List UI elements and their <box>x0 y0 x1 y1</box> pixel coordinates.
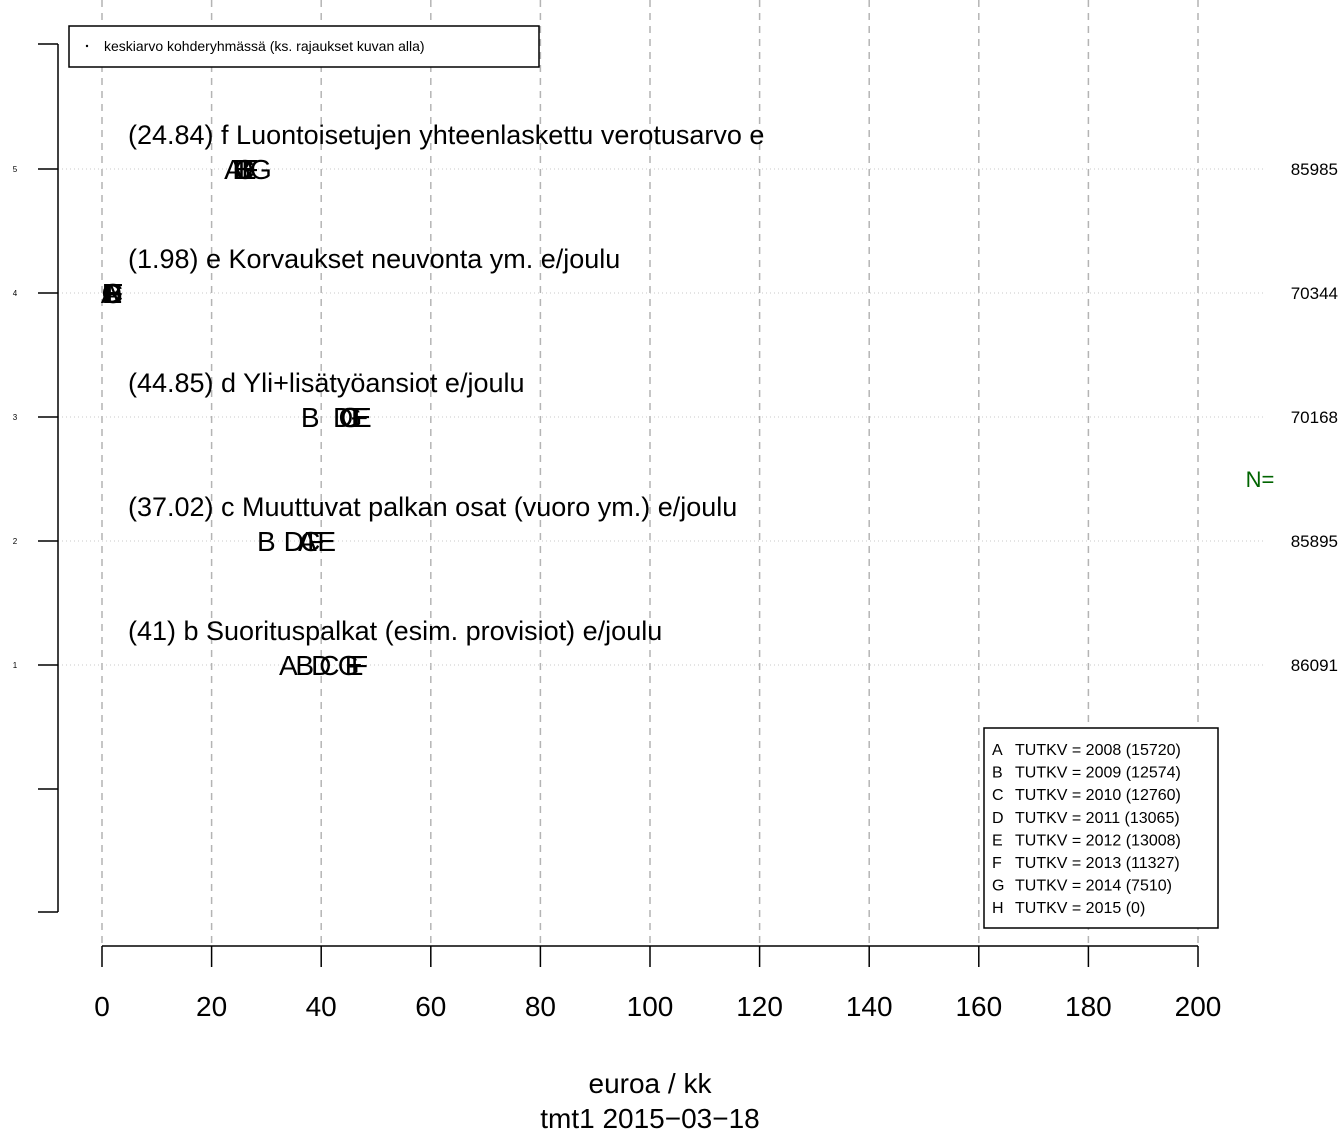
n-value-2: 70168 <box>1291 408 1338 427</box>
point-G: G <box>338 650 360 681</box>
x-axis: 0 20 40 60 80 100 120 140 160 180 200 <box>94 945 1222 1022</box>
point-F: F <box>351 402 368 433</box>
row-labels: (41) b Suorituspalkat (esim. provisiot) … <box>128 120 764 646</box>
n-value-0: 86091 <box>1291 656 1338 675</box>
point-A: A <box>298 526 317 557</box>
point-D: D <box>102 278 122 309</box>
y-tick-label-2: 3 <box>13 413 18 422</box>
point-C: C <box>103 278 123 309</box>
x-tick-label-10: 200 <box>1175 991 1222 1022</box>
point-C: C <box>319 650 339 681</box>
point-D: D <box>311 650 331 681</box>
point-E: E <box>345 650 364 681</box>
x-tick-label-2: 40 <box>306 991 337 1022</box>
x-tick-label-5: 100 <box>627 991 674 1022</box>
legend-key-B: B <box>992 765 1003 782</box>
n-label: N= <box>1246 467 1275 492</box>
top-legend-box <box>68 25 540 68</box>
point-A: A <box>101 278 120 309</box>
point-E: E <box>353 402 372 433</box>
n-value-3: 70344 <box>1291 284 1338 303</box>
x-axis-label: euroa / kk <box>589 1068 713 1099</box>
y-tick-label-3: 4 <box>13 289 18 298</box>
top-legend: keskiarvo kohderyhmässä (ks. rajaukset k… <box>68 25 540 68</box>
point-D: D <box>233 154 253 185</box>
point-E: E <box>238 154 257 185</box>
n-values: 86091 85895 70168 70344 85985 <box>1291 160 1338 675</box>
legend-key-F: F <box>992 855 1002 872</box>
point-E: E <box>317 526 336 557</box>
x-tick-label-4: 80 <box>525 991 556 1022</box>
point-F: F <box>106 278 123 309</box>
row-label-2: (44.85) d Yli+lisätyöansiot e/joulu <box>128 368 525 398</box>
caption: tmt1 2015−03−18 <box>540 1103 760 1134</box>
x-tick-label-0: 0 <box>94 991 110 1022</box>
point-D: D <box>333 402 353 433</box>
legend-text-G: TUTKV = 2014 (7510) <box>1015 878 1172 895</box>
y-tick-label-0: 1 <box>13 661 18 670</box>
point-D: D <box>284 526 304 557</box>
legend-key-H: H <box>992 900 1004 917</box>
legend-text-A: TUTKV = 2008 (15720) <box>1015 742 1181 759</box>
point-G: G <box>102 278 124 309</box>
point-A: A <box>224 154 243 185</box>
legend-text-F: TUTKV = 2013 (11327) <box>1015 855 1180 872</box>
legend-key-A: A <box>992 742 1003 759</box>
y-tick-label-4: 5 <box>13 165 18 174</box>
legend-text-C: TUTKV = 2010 (12760) <box>1015 787 1181 804</box>
point-C: C <box>338 402 358 433</box>
legend-key-G: G <box>992 878 1004 895</box>
y-tick-label-1: 2 <box>13 537 18 546</box>
row-label-4: (24.84) f Luontoisetujen yhteenlaskettu … <box>128 120 764 150</box>
row-label-0: (41) b Suorituspalkat (esim. provisiot) … <box>128 616 662 646</box>
x-tick-label-6: 120 <box>736 991 783 1022</box>
row-label-3: (1.98) e Korvaukset neuvonta ym. e/joulu <box>128 244 620 274</box>
point-F: F <box>351 650 368 681</box>
point-C: C <box>300 526 320 557</box>
y-axis: 1 2 3 4 5 <box>13 43 59 913</box>
point-F: F <box>241 154 258 185</box>
legend-key-C: C <box>992 787 1004 804</box>
legend-text-E: TUTKV = 2012 (13008) <box>1015 832 1181 849</box>
top-legend-text: keskiarvo kohderyhmässä (ks. rajaukset k… <box>104 38 425 54</box>
point-F: F <box>307 526 324 557</box>
legend-text-B: TUTKV = 2009 (12574) <box>1015 765 1181 782</box>
x-tick-label-9: 180 <box>1065 991 1112 1022</box>
x-tick-label-1: 20 <box>196 991 227 1022</box>
series-legend: A TUTKV = 2008 (15720) B TUTKV = 2009 (1257… <box>983 727 1219 929</box>
x-tick-label-3: 60 <box>415 991 446 1022</box>
legend-key-E: E <box>992 832 1003 849</box>
legend-text-D: TUTKV = 2011 (13065) <box>1015 810 1180 827</box>
point-B: B <box>104 278 123 309</box>
x-tick-label-8: 160 <box>955 991 1002 1022</box>
point-B: B <box>257 526 276 557</box>
series-legend-box <box>983 727 1219 929</box>
point-B: B <box>295 650 314 681</box>
n-value-1: 85895 <box>1291 532 1338 551</box>
n-value-4: 85985 <box>1291 160 1338 179</box>
point-B: B <box>301 402 320 433</box>
grid-lines <box>101 0 1199 945</box>
legend-text-H: TUTKV = 2015 (0) <box>1015 900 1145 917</box>
row-label-1: (37.02) c Muuttuvat palkan osat (vuoro y… <box>128 492 737 522</box>
point-G: G <box>250 154 272 185</box>
point-C: C <box>234 154 254 185</box>
point-G: G <box>340 402 362 433</box>
x-tick-label-7: 140 <box>846 991 893 1022</box>
point-A: A <box>279 650 298 681</box>
top-legend-marker <box>85 44 89 48</box>
point-E: E <box>104 278 123 309</box>
point-B: B <box>232 154 251 185</box>
legend-key-D: D <box>992 810 1004 827</box>
